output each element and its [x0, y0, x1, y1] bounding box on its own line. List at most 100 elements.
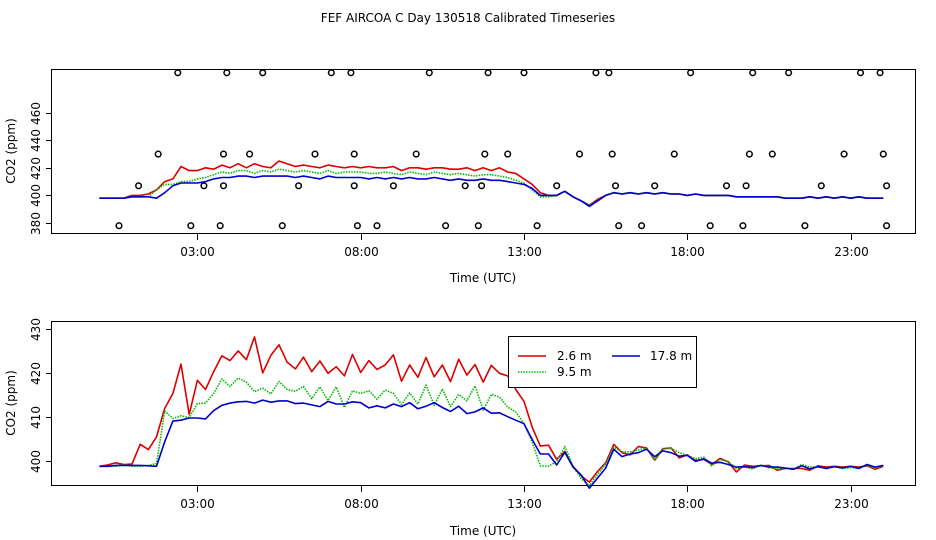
- flag-marker: [246, 150, 254, 158]
- upper-plot-frame: [51, 69, 916, 234]
- lower-y-tick-label: 400: [29, 450, 43, 473]
- flag-marker: [785, 69, 793, 77]
- flag-marker: [745, 150, 753, 158]
- upper-series-9-5-m-line: [99, 168, 884, 206]
- flag-marker: [801, 222, 809, 230]
- flag-marker: [742, 182, 750, 190]
- legend-label-2-6m: 2.6 m: [557, 349, 592, 363]
- flag-marker: [608, 150, 616, 158]
- upper-series-2-6-m-line: [99, 160, 884, 206]
- upper-y-tick-label: 440: [29, 129, 43, 152]
- flag-marker: [474, 222, 482, 230]
- flag-marker: [412, 150, 420, 158]
- flag-marker: [605, 69, 613, 77]
- flag-marker: [883, 222, 891, 230]
- upper-x-axis-label: Time (UTC): [449, 271, 516, 285]
- flag-marker: [481, 150, 489, 158]
- flag-marker: [879, 150, 887, 158]
- flag-marker: [347, 69, 355, 77]
- lower-y-axis: 400 410 420 430: [29, 318, 52, 473]
- flag-marker: [154, 150, 162, 158]
- upper-y-axis: 380 400 420 440 460: [29, 102, 52, 235]
- flag-marker: [389, 182, 397, 190]
- lower-chart-panel: 03:00 08:00 13:00 18:00 23:00 400 410 420 430 T…: [4, 318, 916, 538]
- flag-marker: [219, 182, 228, 190]
- lower-x-axis: 03:00 08:00 13:00 18:00 23:00: [180, 486, 869, 511]
- flag-marker: [350, 182, 358, 190]
- upper-x-tick-label: 18:00: [670, 245, 705, 259]
- lower-x-tick-label: 23:00: [834, 497, 869, 511]
- upper-series-17-8-m-line: [99, 175, 884, 208]
- upper-x-tick-label: 13:00: [507, 245, 542, 259]
- lower-x-axis-label: Time (UTC): [449, 524, 516, 538]
- legend: 2.6 m 17.8 m 9.5 m: [508, 336, 697, 388]
- upper-x-tick-label: 03:00: [180, 245, 215, 259]
- lower-series-2-6-m-line: [99, 336, 884, 483]
- upper-series-lines: [99, 160, 884, 208]
- flag-marker: [187, 222, 195, 230]
- lower-series-17-8-m-line: [99, 399, 884, 490]
- flag-marker: [350, 150, 358, 158]
- flag-marker: [461, 182, 469, 190]
- legend-label-17-8m: 17.8 m: [650, 349, 692, 363]
- flag-marker: [615, 222, 623, 230]
- flag-marker: [739, 222, 747, 230]
- flag-marker: [768, 150, 776, 158]
- upper-y-tick-label: 420: [29, 157, 43, 180]
- upper-y-tick-label: 380: [29, 212, 43, 235]
- legend-box: [508, 336, 697, 388]
- flag-marker: [876, 69, 884, 77]
- flag-marker: [216, 222, 224, 230]
- flag-marker: [651, 182, 659, 190]
- flag-marker: [504, 150, 512, 158]
- flag-marker: [575, 150, 584, 158]
- flag-marker: [749, 69, 757, 77]
- flag-marker: [478, 182, 486, 190]
- upper-flag-markers: [115, 69, 891, 230]
- flag-marker: [200, 182, 208, 190]
- flag-marker: [817, 182, 825, 190]
- legend-label-9-5m: 9.5 m: [557, 365, 592, 379]
- flag-marker: [533, 222, 541, 230]
- flag-marker: [327, 69, 335, 77]
- upper-chart-panel: 03:00 08:00 13:00 18:00 23:00 380 400 420 440 46…: [4, 69, 916, 285]
- lower-x-tick-label: 03:00: [180, 497, 215, 511]
- flag-marker: [553, 182, 561, 190]
- lower-y-tick-label: 420: [29, 362, 43, 385]
- upper-y-tick-label: 460: [29, 102, 43, 125]
- flag-marker: [311, 150, 319, 158]
- flag-marker: [840, 150, 848, 158]
- flag-marker: [353, 222, 361, 230]
- lower-y-tick-label: 410: [29, 406, 43, 429]
- flag-marker: [278, 222, 286, 230]
- flag-marker: [638, 222, 646, 230]
- lower-plot-frame: [51, 321, 916, 486]
- flag-marker: [706, 222, 714, 230]
- flag-marker: [611, 182, 620, 190]
- lower-y-axis-label: CO2 (ppm): [4, 370, 18, 436]
- flag-marker: [442, 222, 450, 230]
- upper-y-tick-label: 400: [29, 184, 43, 207]
- upper-x-tick-label: 08:00: [344, 245, 379, 259]
- upper-x-tick-label: 23:00: [834, 245, 869, 259]
- flag-marker: [115, 222, 123, 230]
- lower-x-tick-label: 18:00: [670, 497, 705, 511]
- flag-marker: [219, 150, 228, 158]
- flag-marker: [520, 69, 528, 77]
- upper-y-axis-label: CO2 (ppm): [4, 118, 18, 184]
- flag-marker: [687, 69, 695, 77]
- flag-marker: [425, 69, 433, 77]
- flag-marker: [295, 182, 303, 190]
- lower-series-9-5-m-line: [99, 377, 884, 487]
- upper-x-axis: 03:00 08:00 13:00 18:00 23:00: [180, 234, 869, 259]
- flag-marker: [670, 150, 678, 158]
- lower-series-lines: [99, 336, 884, 490]
- lower-y-tick-label: 430: [29, 318, 43, 341]
- flag-marker: [135, 182, 143, 190]
- flag-marker: [484, 69, 492, 77]
- lower-x-tick-label: 08:00: [344, 497, 379, 511]
- flag-marker: [223, 69, 231, 77]
- flag-marker: [592, 69, 600, 77]
- flag-marker: [259, 69, 267, 77]
